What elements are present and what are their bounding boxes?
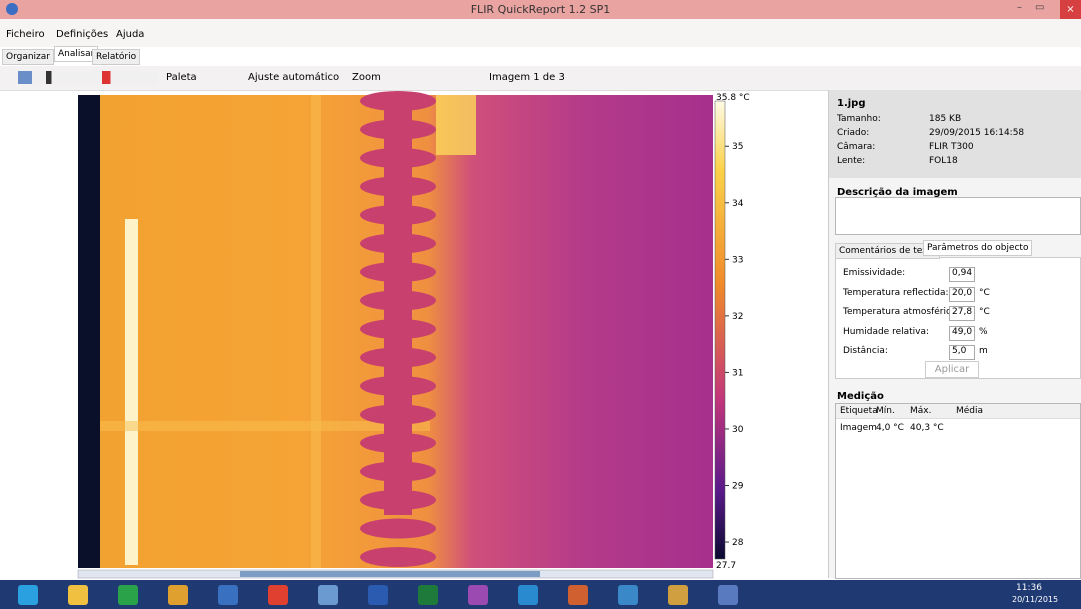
table-header-bg [836,404,1080,419]
parameter-label: Temperatura atmosférica: [843,307,960,317]
dark-edge [78,95,100,568]
taskbar-icon[interactable] [318,585,338,605]
image-view: 35.8 °C 27.7 35 34 33 32 31 30 29 28 [77,91,750,579]
insulator-disc [360,547,436,567]
info-label: Tamanho: [837,114,881,124]
panel-tab[interactable]: Parâmetros do objecto [923,240,1033,256]
parameter-input[interactable]: 5,0 [949,345,975,360]
taskbar-icon[interactable] [718,585,738,605]
parameter-unit: °C [979,287,990,298]
info-header [829,90,1081,178]
colorbar-max-label: 35.8 °C [716,93,750,103]
frame-line [100,421,430,431]
colorbar-tick-label: 32 [732,312,743,322]
parameter-unit: °C [979,307,990,317]
panel-tab[interactable]: Comentários de texto [835,243,941,259]
insulator-disc [360,518,436,539]
taskbar-icon[interactable] [68,585,88,605]
parameter-input[interactable]: 20,0 [949,286,975,302]
colorbar-tick-label: 34 [732,199,744,209]
info-value: FLIR T300 [929,142,974,152]
info-label: Câmara: [837,142,876,152]
tab[interactable]: Analisar [54,46,99,62]
colorbar-tick-label: 28 [732,538,744,548]
table-cell: 4,0 °C [876,423,904,433]
tab[interactable]: Relatório [92,49,141,65]
parameter-unit: m [979,346,988,356]
menu-item[interactable]: Definições [56,29,109,40]
table-header: Média [956,406,984,416]
taskbar-icon[interactable] [368,585,388,605]
title-bar: FLIR QuickReport 1.2 SP1 × ▭ – [0,0,1081,19]
colorbar-min-label: 27.7 [716,561,736,571]
parameter-label: Humidade relativa: [843,326,930,337]
hot-spot [436,95,476,155]
taskbar-icon[interactable] [18,585,38,605]
section-title: Medição [837,391,884,402]
taskbar-icon[interactable] [418,585,438,605]
app-icon [6,3,18,15]
image-navigation[interactable]: Imagem 1 de 3 [489,72,565,83]
close-button[interactable]: × [1060,0,1081,19]
parameter-input[interactable]: 49,0 [949,325,975,341]
measurement-table: Etiqueta Mín. Máx. Média Imagem 4,0 °C 40,3 °C [835,403,1081,579]
table-header: Mín. [876,406,895,416]
filename: 1.jpg [837,98,866,109]
toolbar: Paleta Ajuste automático Zoom Imagem 1 d… [0,66,1081,91]
table-cell: 40,3 °C [910,423,944,433]
colorbar-tick-label: 35 [732,142,743,152]
table-header: Etiqueta [840,406,878,416]
menu-item[interactable]: Ficheiro [6,29,45,40]
parameter-unit: % [979,326,988,337]
colorbar-tick-label: 30 [732,425,744,435]
colorbar [714,100,726,560]
taskbar-icon[interactable] [468,585,488,605]
parameter-label: Temperatura reflectida: [843,287,949,298]
side-panel: 1.jpg Descrição da imagem Aplicar Mediçã… [828,90,1081,579]
colorbar-tick-label: 33 [732,255,743,265]
zoom-button[interactable]: Zoom [352,72,381,83]
info-value: 185 KB [929,114,962,124]
tool-icons[interactable] [18,71,158,84]
info-label: Criado: [837,128,870,138]
info-value: 29/09/2015 16:14:58 [929,128,1025,138]
parameter-label: Emissividade: [843,268,906,278]
clock-date: 20/11/2015 [1012,595,1059,604]
auto-adjust-button[interactable]: Ajuste automático [248,72,340,83]
palette-button[interactable]: Paleta [166,72,197,83]
taskbar-icon[interactable] [568,585,588,605]
colorbar-tick-label: 29 [732,481,744,491]
apply-button[interactable]: Aplicar [925,361,979,378]
info-label: Lente: [837,156,866,166]
parameter-input[interactable]: 27,8 [949,306,975,321]
colorbar-tick-label: 31 [732,368,743,378]
table-cell: Imagem [840,423,877,433]
taskbar: 11:36 20/11/2015 [0,580,1081,609]
taskbar-icon[interactable] [168,585,188,605]
taskbar-icon[interactable] [118,585,138,605]
parameter-label: Distância: [843,346,888,356]
scroll-thumb[interactable] [240,571,540,577]
minimize-button[interactable]: – [1017,2,1022,13]
insulator-core [384,95,412,515]
taskbar-icon[interactable] [218,585,238,605]
info-value: FOL18 [929,156,958,166]
maximize-button[interactable]: ▭ [1035,2,1045,13]
frame-line [311,95,321,568]
window-title: FLIR QuickReport 1.2 SP1 [470,3,611,16]
section-title: Descrição da imagem [837,187,958,198]
taskbar-icon[interactable] [668,585,688,605]
taskbar-icon[interactable] [518,585,538,605]
menu-bar: Ficheiro Definições Ajuda [0,19,1081,47]
menu-item[interactable]: Ajuda [116,29,145,40]
hot-strip [125,219,138,565]
tab[interactable]: Organizar [2,49,54,65]
parameter-input[interactable]: 0,94 [949,267,975,282]
taskbar-icon[interactable] [268,585,288,605]
taskbar-icon[interactable] [618,585,638,605]
description-box[interactable] [835,197,1081,235]
clock-time: 11:36 [1016,583,1042,593]
table-header: Máx. [910,406,932,416]
